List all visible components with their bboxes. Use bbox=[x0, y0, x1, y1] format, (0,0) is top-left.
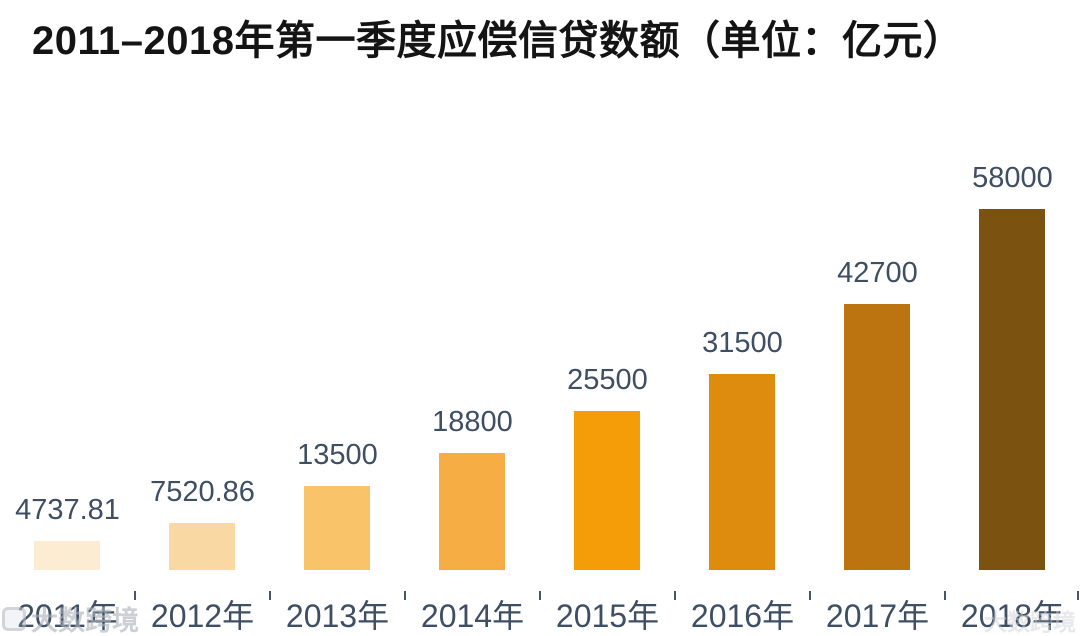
bar bbox=[34, 541, 100, 570]
bar-column: 7520.86 bbox=[135, 0, 270, 570]
chart-title: 2011–2018年第一季度应偿信贷数额（单位：亿元） bbox=[32, 19, 964, 63]
bar-value-label: 18800 bbox=[432, 406, 513, 438]
bar-value-label: 13500 bbox=[297, 439, 378, 471]
x-axis-label: 2018年 bbox=[960, 598, 1065, 634]
bar-value-label: 25500 bbox=[567, 364, 648, 396]
bar-value-label: 4737.81 bbox=[15, 494, 120, 526]
x-axis-label: 2013年 bbox=[285, 598, 390, 634]
bar bbox=[439, 453, 505, 570]
bar bbox=[844, 304, 910, 570]
x-axis-tick bbox=[674, 591, 676, 600]
plot-area: 4737.81 7520.86 13500 18800 25500 31500 42700 5… bbox=[0, 0, 1080, 570]
bar-column: 42700 bbox=[810, 0, 945, 570]
x-axis-tick bbox=[269, 591, 271, 600]
bar-column: 25500 bbox=[540, 0, 675, 570]
bar-value-label: 31500 bbox=[702, 327, 783, 359]
x-axis-tick bbox=[809, 591, 811, 600]
x-axis-tick bbox=[944, 591, 946, 600]
x-axis-label: 2015年 bbox=[555, 598, 660, 634]
x-axis-label: 2011年 bbox=[17, 598, 118, 634]
x-axis-tick bbox=[134, 591, 136, 600]
bar-value-label: 7520.86 bbox=[150, 476, 255, 508]
x-axis-tick bbox=[404, 591, 406, 600]
bar bbox=[304, 486, 370, 570]
x-axis-label: 2017年 bbox=[825, 598, 930, 634]
x-axis-tick bbox=[539, 591, 541, 600]
bar-value-label: 58000 bbox=[972, 162, 1053, 194]
x-axis-label: 2014年 bbox=[420, 598, 525, 634]
bar-column: 4737.81 bbox=[0, 0, 135, 570]
bar-value-label: 42700 bbox=[837, 257, 918, 289]
bar-column: 58000 bbox=[945, 0, 1080, 570]
x-axis-label: 2012年 bbox=[150, 598, 255, 634]
bar-column: 13500 bbox=[270, 0, 405, 570]
bar-column: 31500 bbox=[675, 0, 810, 570]
x-axis-label: 2016年 bbox=[690, 598, 795, 634]
x-axis-tick bbox=[1077, 591, 1079, 600]
bar bbox=[979, 209, 1045, 570]
bar-column: 18800 bbox=[405, 0, 540, 570]
bar bbox=[709, 374, 775, 570]
bar bbox=[574, 411, 640, 570]
bar bbox=[169, 523, 235, 570]
